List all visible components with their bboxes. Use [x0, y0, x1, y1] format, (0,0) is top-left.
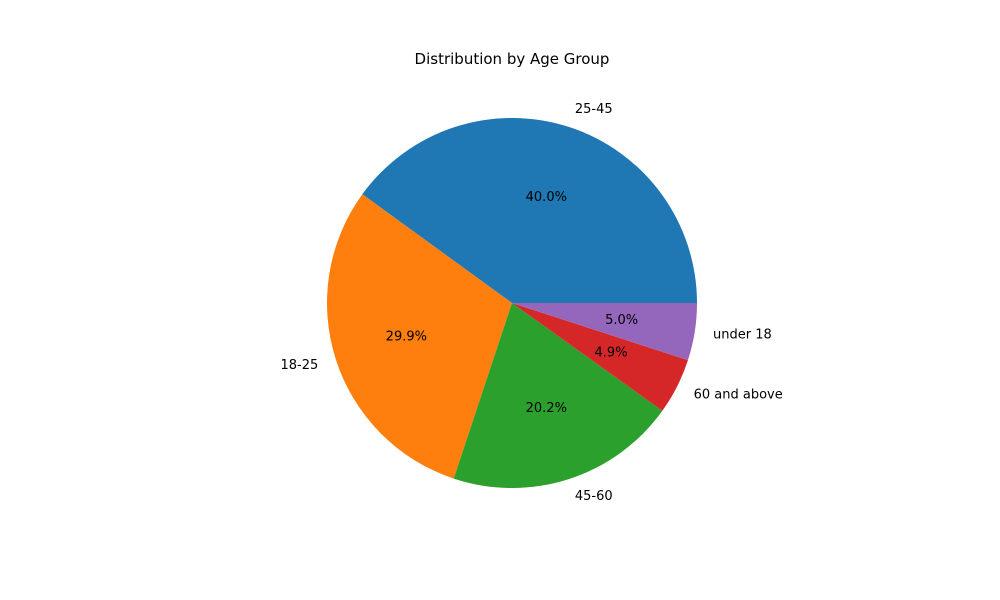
pie-slice-label-4: under 18 [713, 327, 772, 342]
pie-slice-4 [512, 303, 697, 361]
pie-labels: 25-45 40.0% 18-25 29.9% 45-60 20.2% 60 and abo… [280, 102, 782, 504]
pie-slice-pct-0: 40.0% [526, 190, 567, 205]
pie-slice-label-1: 18-25 [280, 358, 318, 373]
pie-slice-pct-1: 29.9% [386, 329, 427, 344]
pie-slices [327, 117, 697, 488]
pie-slice-0 [362, 117, 697, 303]
chart-title: Distribution by Age Group [415, 50, 610, 68]
pie-slice-pct-2: 20.2% [526, 401, 567, 416]
pie-slice-1 [327, 194, 512, 479]
pie-slice-3 [512, 303, 688, 411]
pie-slice-2 [453, 303, 663, 488]
pie-slice-label-0: 25-45 [575, 102, 613, 117]
pie-slice-label-3: 60 and above [694, 387, 783, 402]
pie-slice-pct-4: 5.0% [605, 313, 638, 328]
pie-slice-pct-3: 4.9% [595, 346, 628, 361]
pie-slice-label-2: 45-60 [575, 489, 613, 504]
